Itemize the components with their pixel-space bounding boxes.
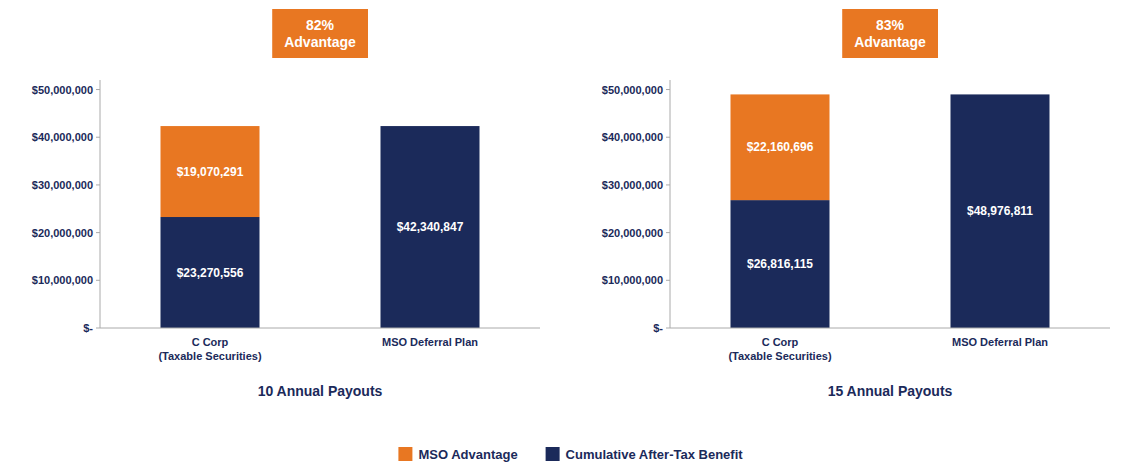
legend-label: Cumulative After-Tax Benefit [566,447,744,462]
y-tick [666,89,670,90]
legend: MSO Advantage Cumulative After-Tax Benefi… [398,447,743,462]
y-tick [666,328,670,329]
y-tick-label: $50,000,000 [602,84,663,96]
bar-segment [951,94,1050,328]
title-background [272,9,368,58]
text-line: Advantage [854,34,926,50]
y-tick-label: $10,000,000 [32,274,93,286]
bar-segment [731,200,830,328]
data-label: $42,340,847 [397,220,464,234]
bar-segment [381,126,480,328]
bars [161,126,480,328]
y-tick-label: $- [653,322,663,334]
title-background [842,9,938,58]
text-line: MSO Deferral Plan [382,336,478,348]
y-tick-label: $20,000,000 [602,227,663,239]
text-line: 82% [306,17,335,33]
data-label: $22,160,696 [747,140,814,154]
y-axis-line [100,80,101,328]
data-label: $23,270,556 [177,266,244,280]
y-tick [96,328,100,329]
y-tick-label: $- [83,322,93,334]
title-box: 82%Advantage [272,9,368,58]
text-line: MSO Deferral Plan [952,336,1048,348]
text-line: Advantage [284,34,356,50]
y-tick-label: $40,000,000 [32,131,93,143]
text-line: (Taxable Securities) [728,350,831,362]
x-axis-label: 15 Annual Payouts [828,383,953,399]
y-tick [96,137,100,138]
y-tick [96,184,100,185]
legend-item: MSO Advantage [398,447,517,462]
y-tick-label: $30,000,000 [602,179,663,191]
title-box: 83%Advantage [842,9,938,58]
x-tick-label: MSO Deferral Plan [952,336,1048,348]
y-tick-label: $20,000,000 [32,227,93,239]
data-label: $26,816,115 [747,257,813,271]
y-tick [96,232,100,233]
bar-segment [161,126,260,217]
bar-segment [731,94,830,200]
text-line: (Taxable Securities) [158,350,261,362]
bar-segment [381,126,480,127]
chart-title: 82%Advantage [284,17,356,50]
legend-swatch [546,447,560,461]
bars [731,94,1050,328]
x-axis-line [100,328,540,329]
x-tick-label: MSO Deferral Plan [382,336,478,348]
bar-segment [161,217,260,328]
x-tick-label: C Corp (Taxable Securities) [728,336,831,362]
y-tick-label: $40,000,000 [602,131,663,143]
y-tick-label: $10,000,000 [602,274,663,286]
text-line: 83% [876,17,905,33]
legend-swatch [398,447,412,461]
y-tick [666,184,670,185]
data-labels: $23,270,556 $42,340,847 $19,070,291 [177,165,464,280]
text-line: C Corp [762,336,799,348]
y-tick [96,89,100,90]
text-line: C Corp [192,336,229,348]
y-tick [96,280,100,281]
x-axis-label: 10 Annual Payouts [258,383,383,399]
y-tick [666,232,670,233]
data-label: $48,976,811 [967,204,1033,218]
x-axis-line [670,328,1110,329]
chart-panel: 82%Advantage $23,270,556 $42,340,847 $19,07… [32,9,540,399]
data-label: $19,070,291 [177,165,244,179]
y-tick-label: $50,000,000 [32,84,93,96]
chart-title: 83%Advantage [854,17,926,50]
x-tick-label: C Corp (Taxable Securities) [158,336,261,362]
legend-item: Cumulative After-Tax Benefit [546,447,744,462]
chart-panel: 83%Advantage $26,816,115 $48,976,811 $22,16… [602,9,1110,399]
data-labels: $26,816,115 $48,976,811 $22,160,696 [747,140,1034,271]
y-axis-line [670,80,671,328]
legend-label: MSO Advantage [418,447,517,462]
y-tick [666,280,670,281]
bar-segment [951,94,1050,95]
y-tick-label: $30,000,000 [32,179,93,191]
y-tick [666,137,670,138]
chart-root: 82%Advantage$23,270,556$42,340,847$19,07… [0,0,1141,476]
